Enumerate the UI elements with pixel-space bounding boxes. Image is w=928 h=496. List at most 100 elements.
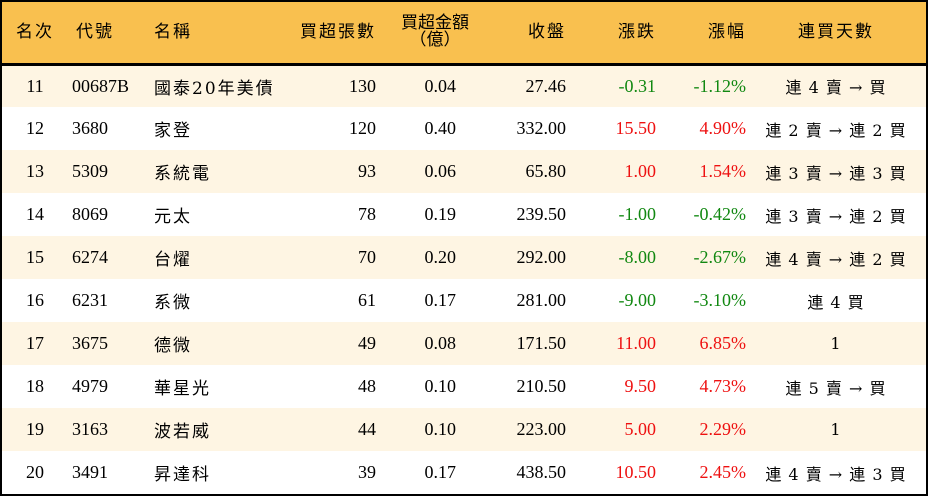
cell-net-buy-amount: 0.10 <box>424 376 457 396</box>
cell-change-pct: -2.67% <box>693 247 747 267</box>
cell-net-buy-amount: 0.10 <box>424 419 457 439</box>
header-net-buy-amount: 買超金額 （億） <box>376 2 476 64</box>
cell-rank: 11 <box>26 75 44 96</box>
cell-consecutive-days: 連 4 賣 → 連 2 買 <box>765 249 907 269</box>
cell-code: 4979 <box>72 376 108 396</box>
cell-rank: 12 <box>26 118 44 138</box>
cell-net-buy-lots: 130 <box>349 75 376 96</box>
cell-change-pct: 1.54% <box>699 161 747 181</box>
cell-rank: 20 <box>26 462 44 482</box>
cell-rank: 16 <box>26 290 44 310</box>
cell-name: 華星光 <box>154 379 211 399</box>
cell-consecutive-days: 1 <box>830 420 842 439</box>
table-row: 17 3675 德微 49 0.08 171.50 11.00 6.85% 1 <box>2 322 926 365</box>
cell-rank: 14 <box>26 204 44 224</box>
cell-close: 281.00 <box>516 290 567 310</box>
cell-net-buy-lots: 70 <box>358 247 376 267</box>
cell-consecutive-days: 連 5 賣 → 買 <box>785 378 887 398</box>
table-row: 15 6274 台燿 70 0.20 292.00 -8.00 -2.67% 連… <box>2 236 926 279</box>
cell-name: 家登 <box>154 121 192 141</box>
cell-consecutive-days: 連 3 賣 → 連 3 買 <box>765 163 907 183</box>
cell-net-buy-lots: 49 <box>358 333 376 353</box>
cell-net-buy-amount: 0.04 <box>424 75 457 96</box>
cell-close: 239.50 <box>516 204 567 224</box>
cell-change-pct: 4.73% <box>699 376 747 396</box>
cell-change-pct: -0.42% <box>693 204 747 224</box>
cell-net-buy-lots: 93 <box>358 161 376 181</box>
header-close: 收盤 <box>528 21 566 42</box>
cell-change-pct: -3.10% <box>693 290 747 310</box>
cell-consecutive-days: 連 3 賣 → 連 2 買 <box>765 206 907 226</box>
cell-change-pct: 6.85% <box>699 333 747 353</box>
cell-change-pct: -1.12% <box>693 75 747 96</box>
cell-name: 系統電 <box>154 164 211 184</box>
table-header-row: 名次 代號 名稱 買超張數 買超金額 （億） 收盤 漲跌 漲幅 連買天數 <box>2 2 926 64</box>
cell-name: 昇達科 <box>154 465 211 485</box>
cell-close: 438.50 <box>516 462 567 482</box>
table-row: 13 5309 系統電 93 0.06 65.80 1.00 1.54% 連 3… <box>2 150 926 193</box>
cell-consecutive-days: 連 2 賣 → 連 2 買 <box>765 120 907 140</box>
cell-close: 210.50 <box>516 376 567 396</box>
cell-net-buy-lots: 44 <box>358 419 376 439</box>
header-change-pct: 漲幅 <box>708 21 746 42</box>
cell-change: 15.50 <box>615 118 657 138</box>
cell-rank: 13 <box>26 161 44 181</box>
table-row: 11 00687B 國泰20年美債 130 0.04 27.46 -0.31 -… <box>2 64 926 107</box>
cell-net-buy-amount: 0.20 <box>424 247 457 267</box>
cell-close: 292.00 <box>516 247 567 267</box>
cell-net-buy-lots: 39 <box>358 462 376 482</box>
cell-net-buy-amount: 0.19 <box>424 204 457 224</box>
table-row: 19 3163 波若威 44 0.10 223.00 5.00 2.29% 1 <box>2 408 926 451</box>
cell-change: 10.50 <box>615 462 657 482</box>
header-net-buy-lots: 買超張數 <box>300 21 376 42</box>
cell-code: 3675 <box>72 333 108 353</box>
cell-net-buy-amount: 0.17 <box>424 462 457 482</box>
cell-net-buy-lots: 78 <box>358 204 376 224</box>
cell-net-buy-amount: 0.17 <box>424 290 457 310</box>
header-change: 漲跌 <box>618 21 656 42</box>
cell-code: 00687B <box>72 75 130 96</box>
cell-name: 元太 <box>154 207 192 227</box>
header-consecutive-days: 連買天數 <box>798 21 874 42</box>
cell-consecutive-days: 連 4 賣 → 買 <box>785 78 887 98</box>
cell-name: 國泰20年美債 <box>154 78 275 99</box>
cell-net-buy-lots: 120 <box>349 118 376 138</box>
cell-name: 德微 <box>154 336 192 356</box>
cell-net-buy-lots: 61 <box>358 290 376 310</box>
cell-close: 223.00 <box>516 419 567 439</box>
cell-rank: 18 <box>26 376 44 396</box>
table-row: 16 6231 系微 61 0.17 281.00 -9.00 -3.10% 連… <box>2 279 926 322</box>
header-net-buy-amount-line1: 買超金額 <box>401 13 469 34</box>
cell-change: -8.00 <box>618 247 657 267</box>
cell-net-buy-lots: 48 <box>358 376 376 396</box>
cell-net-buy-amount: 0.08 <box>424 333 457 353</box>
cell-change: -9.00 <box>618 290 657 310</box>
cell-close: 65.80 <box>525 161 567 181</box>
cell-change: 11.00 <box>616 333 656 353</box>
cell-net-buy-amount: 0.40 <box>424 118 457 138</box>
cell-consecutive-days: 連 4 買 <box>807 292 865 312</box>
header-rank: 名次 <box>16 21 54 42</box>
cell-close: 27.46 <box>525 75 567 96</box>
cell-change-pct: 2.29% <box>699 419 747 439</box>
cell-consecutive-days: 連 4 賣 → 連 3 買 <box>765 464 907 484</box>
cell-code: 3680 <box>72 118 108 138</box>
cell-change: -0.31 <box>618 75 657 96</box>
cell-rank: 15 <box>26 247 44 267</box>
cell-code: 8069 <box>72 204 108 224</box>
cell-change: 9.50 <box>624 376 657 396</box>
cell-rank: 19 <box>26 419 44 439</box>
cell-change: -1.00 <box>618 204 657 224</box>
header-net-buy-amount-line2: （億） <box>409 30 461 51</box>
cell-name: 台燿 <box>154 250 192 270</box>
cell-code: 6231 <box>72 290 108 310</box>
header-name: 名稱 <box>154 21 192 42</box>
cell-code: 6274 <box>72 247 108 267</box>
cell-name: 波若威 <box>154 422 211 442</box>
cell-rank: 17 <box>26 333 44 353</box>
cell-close: 171.50 <box>516 333 567 353</box>
cell-name: 系微 <box>154 293 192 313</box>
cell-change: 1.00 <box>624 161 657 181</box>
